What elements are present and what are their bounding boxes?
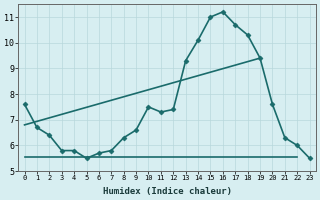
X-axis label: Humidex (Indice chaleur): Humidex (Indice chaleur) bbox=[103, 187, 232, 196]
